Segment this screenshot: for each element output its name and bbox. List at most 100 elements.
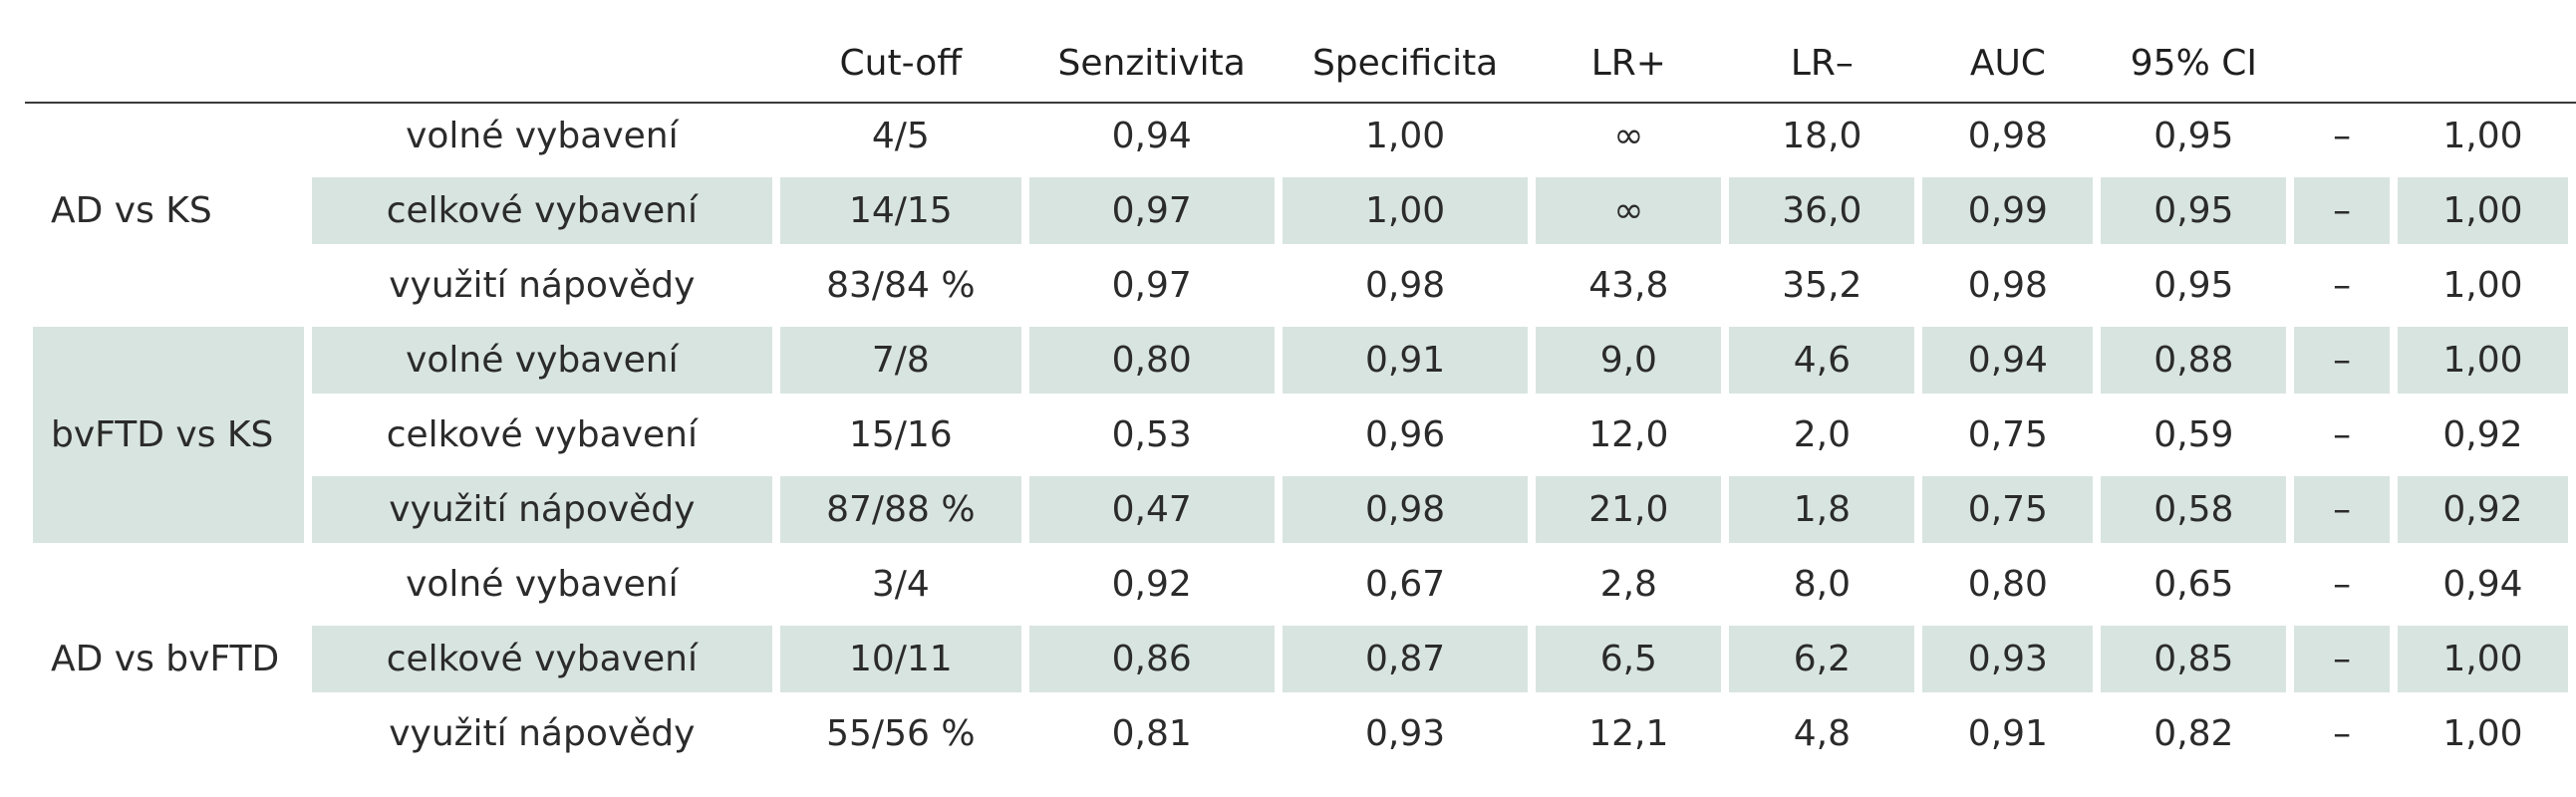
ci-upper-cell: 1,00 — [2442, 265, 2523, 306]
lr-plus-cell: 43,8 — [1588, 265, 1669, 306]
ci-dash-cell: – — [2333, 265, 2352, 306]
lr-plus-cell: 6,5 — [1536, 626, 1722, 692]
header-ci-upper — [2398, 33, 2568, 95]
lr-plus-cell: 2,8 — [1599, 564, 1657, 605]
lr-minus-cell: 4,6 — [1729, 327, 1915, 394]
ci-upper-cell: 0,94 — [2442, 564, 2523, 605]
ci-lower-cell: 0,95 — [2153, 116, 2234, 156]
table-row: AD vs KS volné vybavení 4/5 0,94 1,00 ∞ 18,0 0,… — [33, 103, 2568, 231]
table-row: bvFTD vs KS volné vybavení 7/8 0,80 0,91 9,0 4… — [33, 327, 2568, 543]
measure-name: celkové vybavení — [386, 414, 698, 455]
cutoff-cell: 15/16 — [848, 414, 953, 455]
header-auc: AUC — [1969, 43, 2046, 84]
table-row: celkové vybavení 15/16 0,53 0,96 12,0 2,0 0,75… — [33, 401, 2568, 468]
header-measure — [312, 33, 773, 95]
header-ci: 95% CI — [2130, 43, 2257, 84]
ci-upper-cell: 0,92 — [2397, 476, 2568, 543]
sensitivity-cell: 0,97 — [1111, 265, 1192, 306]
sensitivity-cell: 0,47 — [1028, 476, 1275, 543]
lr-plus-cell: ∞ — [1613, 116, 1644, 156]
measure-name: celkové vybavení — [311, 626, 773, 692]
cutoff-cell: 87/88 % — [780, 476, 1021, 543]
specificity-cell: 1,00 — [1365, 116, 1446, 156]
cutoff-cell: 7/8 — [780, 327, 1021, 394]
header-cutoff: Cut-off — [839, 43, 963, 84]
table-row: AD vs bvFTD volné vybavení 3/4 0,92 0,67 2,8 8… — [33, 551, 2568, 679]
lr-minus-cell: 6,2 — [1729, 626, 1915, 692]
auc-cell: 0,75 — [1922, 476, 2094, 543]
specificity-cell: 1,00 — [1282, 177, 1529, 244]
lr-minus-cell: 36,0 — [1729, 177, 1915, 244]
measure-name: volné vybavení — [406, 564, 679, 605]
cutoff-cell: 83/84 % — [826, 265, 976, 306]
specificity-cell: 0,91 — [1282, 327, 1529, 394]
ci-lower-cell: 0,59 — [2153, 414, 2234, 455]
sensitivity-cell: 0,94 — [1111, 116, 1192, 156]
ci-upper-cell: 1,00 — [2442, 713, 2523, 754]
group-label: AD vs bvFTD — [51, 639, 280, 679]
ci-lower-cell: 0,95 — [2153, 265, 2234, 306]
lr-minus-cell: 18,0 — [1782, 116, 1862, 156]
ci-lower-cell: 0,58 — [2101, 476, 2287, 543]
table-row: celkové vybavení 10/11 0,86 0,87 6,5 6,2 0,93 0… — [33, 626, 2568, 692]
cutoff-cell: 3/4 — [871, 564, 930, 605]
ci-lower-cell: 0,88 — [2101, 327, 2287, 394]
specificity-cell: 0,87 — [1282, 626, 1529, 692]
specificity-cell: 0,98 — [1365, 265, 1446, 306]
header-specificity: Specificita — [1311, 43, 1499, 84]
ci-lower-cell: 0,95 — [2101, 177, 2287, 244]
cutoff-cell: 55/56 % — [826, 713, 976, 754]
table-row: využití nápovědy 55/56 % 0,81 0,93 12,1 4,8 0,… — [33, 700, 2568, 767]
ci-dash-cell: – — [2294, 177, 2390, 244]
sensitivity-cell: 0,97 — [1028, 177, 1275, 244]
ci-dash-cell: – — [2333, 713, 2352, 754]
ci-upper-cell: 1,00 — [2397, 177, 2568, 244]
measure-name: využití nápovědy — [311, 476, 773, 543]
lr-plus-cell: 9,0 — [1536, 327, 1722, 394]
ci-upper-cell: 1,00 — [2442, 116, 2523, 156]
ci-lower-cell: 0,65 — [2153, 564, 2234, 605]
lr-minus-cell: 1,8 — [1729, 476, 1915, 543]
measure-name: celkové vybavení — [311, 177, 773, 244]
group-label: bvFTD vs KS — [33, 327, 304, 543]
table-row: využití nápovědy 87/88 % 0,47 0,98 21,0 1,8 0,… — [33, 476, 2568, 543]
table-row: celkové vybavení 14/15 0,97 1,00 ∞ 36,0 0,99 0,… — [33, 177, 2568, 244]
auc-cell: 0,98 — [1967, 265, 2048, 306]
ci-upper-cell: 1,00 — [2397, 327, 2568, 394]
cutoff-cell: 14/15 — [780, 177, 1021, 244]
lr-plus-cell: ∞ — [1536, 177, 1722, 244]
lr-plus-cell: 12,1 — [1588, 713, 1669, 754]
auc-cell: 0,75 — [1967, 414, 2048, 455]
specificity-cell: 0,98 — [1282, 476, 1529, 543]
ci-dash-cell: – — [2294, 327, 2390, 394]
measure-name: volné vybavení — [406, 116, 679, 156]
cutoff-cell: 10/11 — [780, 626, 1021, 692]
header-ci-dash — [2294, 33, 2390, 95]
header-lr-plus: LR+ — [1590, 43, 1666, 84]
measure-name: využití nápovědy — [389, 265, 696, 306]
lr-minus-cell: 8,0 — [1793, 564, 1851, 605]
ci-lower-cell: 0,85 — [2101, 626, 2287, 692]
header-rule — [25, 102, 2576, 104]
cutoff-cell: 4/5 — [871, 116, 930, 156]
ci-dash-cell: – — [2333, 116, 2352, 156]
sensitivity-cell: 0,92 — [1111, 564, 1192, 605]
lr-plus-cell: 21,0 — [1536, 476, 1722, 543]
ci-dash-cell: – — [2294, 476, 2390, 543]
header-sensitivity: Senzitivita — [1057, 43, 1246, 84]
sensitivity-cell: 0,80 — [1028, 327, 1275, 394]
auc-cell: 0,99 — [1922, 177, 2094, 244]
table-row: využití nápovědy 83/84 % 0,97 0,98 43,8 35,2 0… — [33, 252, 2568, 319]
auc-cell: 0,80 — [1967, 564, 2048, 605]
sensitivity-cell: 0,86 — [1028, 626, 1275, 692]
auc-cell: 0,93 — [1922, 626, 2094, 692]
group-label: AD vs KS — [51, 190, 212, 231]
ci-dash-cell: – — [2333, 564, 2352, 605]
lr-minus-cell: 35,2 — [1782, 265, 1862, 306]
lr-minus-cell: 2,0 — [1793, 414, 1851, 455]
auc-cell: 0,91 — [1967, 713, 2048, 754]
header-group — [33, 33, 304, 95]
lr-minus-cell: 4,8 — [1793, 713, 1851, 754]
sensitivity-cell: 0,53 — [1111, 414, 1192, 455]
ci-dash-cell: – — [2333, 414, 2352, 455]
